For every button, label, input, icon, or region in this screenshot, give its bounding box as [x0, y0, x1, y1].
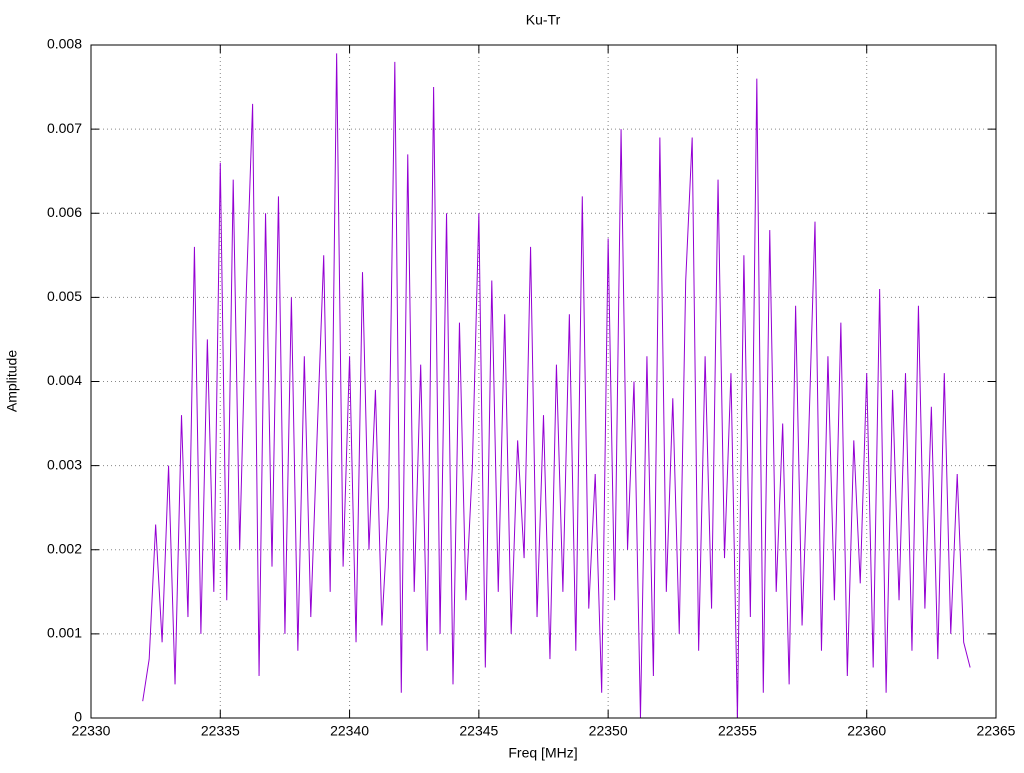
x-tick-label: 22350 — [589, 723, 628, 739]
y-tick-label: 0.008 — [47, 36, 82, 52]
y-tick-label: 0.004 — [47, 372, 82, 388]
y-tick-label: 0.002 — [47, 540, 82, 556]
x-tick-label: 22335 — [201, 723, 240, 739]
x-tick-label: 22355 — [718, 723, 757, 739]
y-tick-label: 0.007 — [47, 120, 82, 136]
chart-title: Ku-Tr — [526, 12, 561, 28]
x-tick-label: 22330 — [72, 723, 111, 739]
x-axis-label: Freq [MHz] — [508, 745, 577, 761]
plot-frame — [90, 44, 997, 719]
y-tick-label: 0.005 — [47, 288, 82, 304]
y-tick-label: 0.001 — [47, 625, 82, 641]
x-tick-label: 22340 — [330, 723, 369, 739]
x-tick-label: 22365 — [977, 723, 1016, 739]
x-tick-label: 22345 — [459, 723, 498, 739]
y-tick-label: 0.006 — [47, 204, 82, 220]
y-axis-label: Amplitude — [4, 350, 20, 412]
y-tick-label: 0.003 — [47, 456, 82, 472]
data-line — [142, 53, 971, 719]
y-tick-label: 0 — [74, 709, 82, 725]
x-tick-label: 22360 — [847, 723, 886, 739]
